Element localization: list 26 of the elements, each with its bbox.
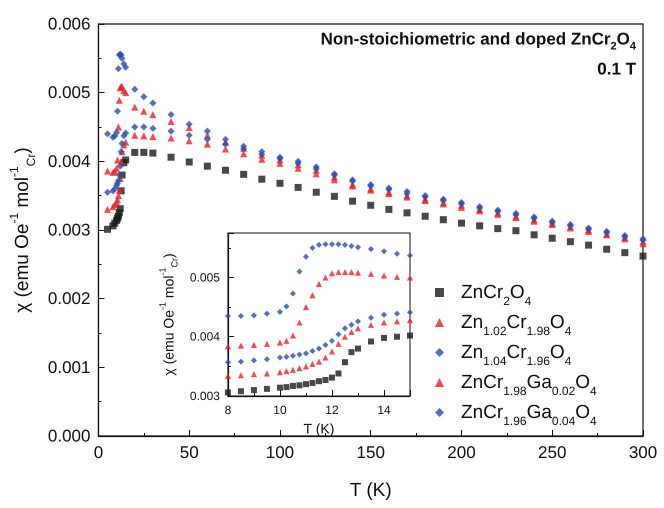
x-tick-label: 12 bbox=[325, 403, 339, 417]
y-tick-label: 0.004 bbox=[190, 330, 220, 344]
x-tick-label: 150 bbox=[356, 443, 385, 462]
y-tick-label: 0.004 bbox=[48, 152, 90, 171]
x-tick-label: 300 bbox=[628, 443, 658, 462]
y-tick-label: 0.003 bbox=[48, 220, 90, 240]
y-tick-label: 0.001 bbox=[48, 358, 90, 377]
y-tick-label: 0.006 bbox=[48, 14, 90, 34]
y-tick-label: 0.005 bbox=[48, 83, 90, 102]
y-tick-label: 0.000 bbox=[48, 426, 90, 446]
x-tick-label: 100 bbox=[266, 443, 294, 462]
y-axis-title: χ (emu Oe-1 mol-1Cr) bbox=[7, 147, 38, 313]
x-tick-label: 0 bbox=[94, 443, 104, 462]
y-tick-label: 0.003 bbox=[190, 389, 220, 403]
x-axis-title: T (K) bbox=[350, 480, 392, 501]
y-tick-label: 0.002 bbox=[48, 289, 90, 308]
text: 0.1 T bbox=[597, 60, 637, 78]
y-axis-title: χ (emu Oe-1 mol-1Cr) bbox=[158, 253, 180, 376]
x-axis-title: T (K) bbox=[304, 420, 334, 436]
x-tick-label: 10 bbox=[273, 403, 287, 417]
x-tick-label: 8 bbox=[224, 403, 232, 417]
x-tick-label: 14 bbox=[377, 403, 391, 417]
x-tick-label: 50 bbox=[180, 443, 199, 462]
x-tick-label: 200 bbox=[447, 443, 476, 462]
y-tick-label: 0.005 bbox=[190, 270, 220, 284]
x-tick-label: 250 bbox=[538, 443, 566, 462]
